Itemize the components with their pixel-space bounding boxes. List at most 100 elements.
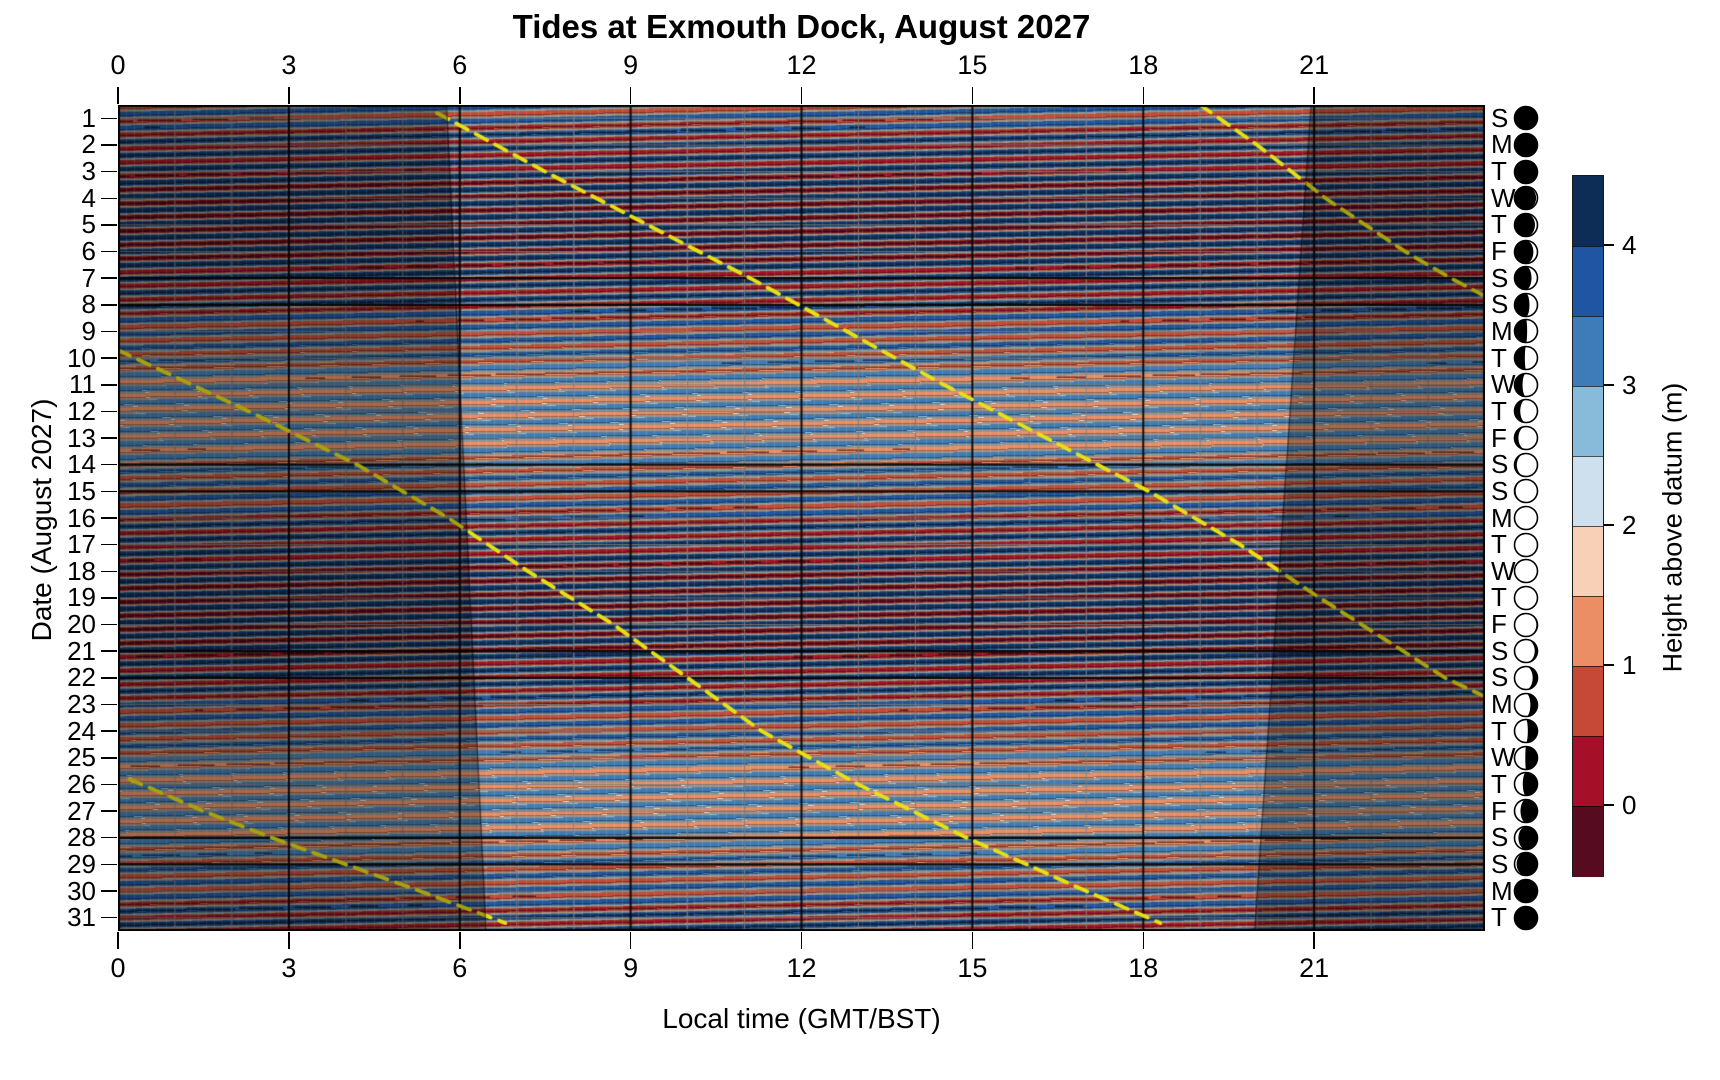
colorbar-tick-label: 1 xyxy=(1622,649,1637,680)
y-axis-tick-label: 17 xyxy=(67,529,96,560)
x-axis-tick-label-top: 21 xyxy=(1299,50,1330,80)
x-axis-tick-label-bottom: 6 xyxy=(452,953,468,983)
moon-phase-icon xyxy=(1513,665,1539,696)
colorbar-band xyxy=(1573,246,1603,317)
colorbar-band xyxy=(1573,316,1603,387)
colorbar-band xyxy=(1573,176,1603,246)
y-axis-tick-label: 24 xyxy=(67,715,96,746)
x-axis-tick-mark-bottom xyxy=(629,932,632,949)
weekday-letter: T xyxy=(1491,582,1507,613)
moon-phase-icon xyxy=(1513,905,1539,936)
tide-heatmap-canvas xyxy=(118,105,1485,931)
weekday-letter: S xyxy=(1491,475,1509,506)
x-axis-tick-mark-top xyxy=(459,87,461,104)
colorbar-tick-mark xyxy=(1603,524,1614,526)
x-axis-tick-mark-top xyxy=(1313,87,1315,104)
y-axis-tick-label: 31 xyxy=(67,902,96,933)
y-axis-tick-mark xyxy=(101,384,117,386)
colorbar-band xyxy=(1573,526,1603,597)
x-axis-tick-mark-top xyxy=(117,87,119,104)
moon-phase-icon xyxy=(1513,185,1539,216)
moon-phase-icon xyxy=(1513,159,1539,190)
x-axis-label: Local time (GMT/BST) xyxy=(662,1003,941,1034)
y-axis-tick-label: 13 xyxy=(67,422,96,453)
x-axis-tick-label-top: 15 xyxy=(957,50,988,80)
x-axis-tick-label-top: 6 xyxy=(452,50,468,80)
weekday-letter: W xyxy=(1491,369,1516,400)
y-axis-tick-mark xyxy=(101,543,117,546)
y-axis-tick-mark xyxy=(101,783,117,786)
colorbar-tick-mark xyxy=(1603,804,1614,806)
y-axis-tick-mark xyxy=(101,410,117,413)
y-axis-tick-mark xyxy=(101,863,117,866)
weekday-letter: S xyxy=(1491,449,1509,480)
weekday-letter: F xyxy=(1491,795,1507,826)
x-axis-tick-label-top: 3 xyxy=(281,50,297,80)
weekday-letter: S xyxy=(1491,262,1509,293)
colorbar-tick-label: 3 xyxy=(1622,369,1637,400)
y-axis-tick-label: 12 xyxy=(67,395,96,426)
y-axis-label: Date (August 2027) xyxy=(26,398,57,642)
y-axis-tick-label: 5 xyxy=(81,209,96,240)
moon-phase-icon xyxy=(1513,132,1539,163)
weekday-letter: S xyxy=(1491,635,1509,666)
x-axis-tick-mark-bottom xyxy=(971,932,974,949)
moon-phase-icon xyxy=(1513,585,1539,616)
moon-phase-icon xyxy=(1513,265,1539,296)
y-axis-tick-mark xyxy=(101,623,117,626)
y-axis-tick-mark xyxy=(101,836,117,839)
moon-phase-icon xyxy=(1513,292,1539,323)
y-axis-tick-mark xyxy=(101,330,117,333)
moon-phase-icon xyxy=(1513,771,1539,802)
colorbar-tick-mark xyxy=(1603,244,1614,246)
x-axis-tick-mark-top xyxy=(800,87,803,104)
weekday-letter: T xyxy=(1491,156,1507,187)
y-axis-tick-label: 20 xyxy=(67,609,96,640)
x-axis-tick-label-bottom: 12 xyxy=(786,953,817,983)
x-axis-tick-label-bottom: 3 xyxy=(281,953,297,983)
y-axis-tick-mark xyxy=(101,357,117,359)
x-axis-tick-label-bottom: 0 xyxy=(110,953,126,983)
weekday-letter: T xyxy=(1491,768,1507,799)
y-axis-tick-mark xyxy=(101,916,117,919)
y-axis-tick-mark xyxy=(101,304,117,306)
weekday-letter: T xyxy=(1491,529,1507,560)
moon-phase-icon xyxy=(1513,745,1539,776)
moon-phase-icon xyxy=(1513,798,1539,829)
weekday-letter: T xyxy=(1491,342,1507,373)
colorbar-band xyxy=(1573,456,1603,527)
colorbar-tick-mark xyxy=(1603,664,1614,666)
weekday-letter: F xyxy=(1491,422,1507,453)
y-axis-tick-mark xyxy=(101,144,117,146)
moon-phase-icon xyxy=(1513,425,1539,456)
moon-phase-icon xyxy=(1513,718,1539,749)
x-axis-tick-mark-top xyxy=(629,87,632,104)
y-axis-tick-label: 16 xyxy=(67,502,96,533)
moon-phase-icon xyxy=(1513,212,1539,243)
y-axis-tick-label: 19 xyxy=(67,582,96,613)
colorbar-band xyxy=(1573,806,1603,877)
y-axis-tick-label: 21 xyxy=(67,635,96,666)
x-axis-tick-label-bottom: 21 xyxy=(1299,953,1330,983)
x-axis-tick-mark-top xyxy=(971,87,974,104)
y-axis-tick-mark xyxy=(101,890,117,892)
weekday-letter: T xyxy=(1491,715,1507,746)
x-axis-tick-mark-bottom xyxy=(800,932,803,949)
weekday-letter: T xyxy=(1491,902,1507,933)
y-axis-tick-mark xyxy=(101,437,117,439)
moon-phase-icon xyxy=(1513,105,1539,136)
y-axis-tick-label: 9 xyxy=(81,315,96,346)
y-axis-tick-mark xyxy=(101,677,117,679)
y-axis-tick-label: 6 xyxy=(81,236,96,267)
colorbar-label: Height above datum (m) xyxy=(1657,382,1688,673)
x-axis-tick-label-bottom: 15 xyxy=(957,953,988,983)
x-axis-tick-label-top: 9 xyxy=(623,50,639,80)
y-axis-tick-label: 30 xyxy=(67,875,96,906)
y-axis-tick-label: 10 xyxy=(67,342,96,373)
x-axis-tick-label-top: 0 xyxy=(110,50,126,80)
moon-phase-icon xyxy=(1513,558,1539,589)
y-axis-tick-mark xyxy=(101,224,117,226)
y-axis-tick-label: 2 xyxy=(81,129,96,160)
y-axis-tick-mark xyxy=(101,463,117,466)
